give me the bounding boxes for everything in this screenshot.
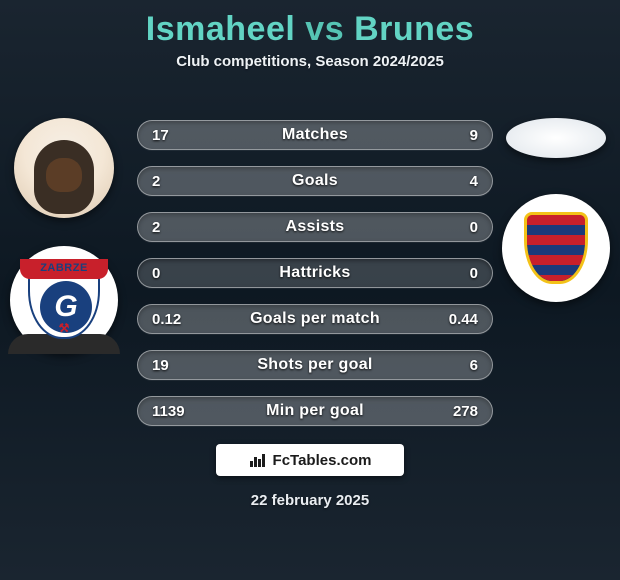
stats-table: 17 Matches 9 2 Goals 4 2 Assists 0 0 Hat… [137,120,493,442]
stat-label: Assists [208,218,422,236]
stat-right-value: 0 [422,219,492,236]
gornik-banner: ZABRZE [20,259,108,279]
stat-right-value: 4 [422,173,492,190]
player1-photo [14,118,114,218]
barchart-icon [249,451,267,469]
stat-row: 0.12 Goals per match 0.44 [137,304,493,334]
stat-label: Hattricks [208,264,422,282]
stat-right-value: 0.44 [422,311,492,328]
stat-row: 2 Goals 4 [137,166,493,196]
stat-row: 1139 Min per goal 278 [137,396,493,426]
stat-row: 0 Hattricks 0 [137,258,493,288]
rakow-crest [524,212,588,284]
stat-label: Goals [208,172,422,190]
stat-left-value: 0.12 [138,311,208,328]
stat-right-value: 0 [422,265,492,282]
left-column: G ⚒ ZABRZE [8,118,120,354]
stat-left-value: 17 [138,127,208,144]
page-title: Ismaheel vs Brunes [0,0,620,49]
stat-row: 19 Shots per goal 6 [137,350,493,380]
brand-text: FcTables.com [273,452,372,469]
subtitle: Club competitions, Season 2024/2025 [0,53,620,70]
right-column [500,118,612,302]
player1-name: Ismaheel [146,10,296,48]
stat-right-value: 278 [422,403,492,420]
player2-club-badge [502,194,610,302]
gornik-crest: G ⚒ ZABRZE [28,261,100,339]
hammers-icon: ⚒ [30,321,98,335]
stat-left-value: 2 [138,219,208,236]
player2-photo-placeholder [506,118,606,158]
date-label: 22 february 2025 [0,492,620,509]
player2-name: Brunes [354,10,474,48]
stat-label: Goals per match [208,310,422,328]
stat-left-value: 19 [138,357,208,374]
stat-left-value: 1139 [138,403,208,420]
vs-label: vs [305,10,344,48]
stat-label: Min per goal [208,402,422,420]
brand-pill: FcTables.com [216,444,404,476]
stat-right-value: 9 [422,127,492,144]
stat-row: 2 Assists 0 [137,212,493,242]
stat-row: 17 Matches 9 [137,120,493,150]
stat-left-value: 2 [138,173,208,190]
stat-left-value: 0 [138,265,208,282]
stat-right-value: 6 [422,357,492,374]
stat-label: Shots per goal [208,356,422,374]
stat-label: Matches [208,126,422,144]
